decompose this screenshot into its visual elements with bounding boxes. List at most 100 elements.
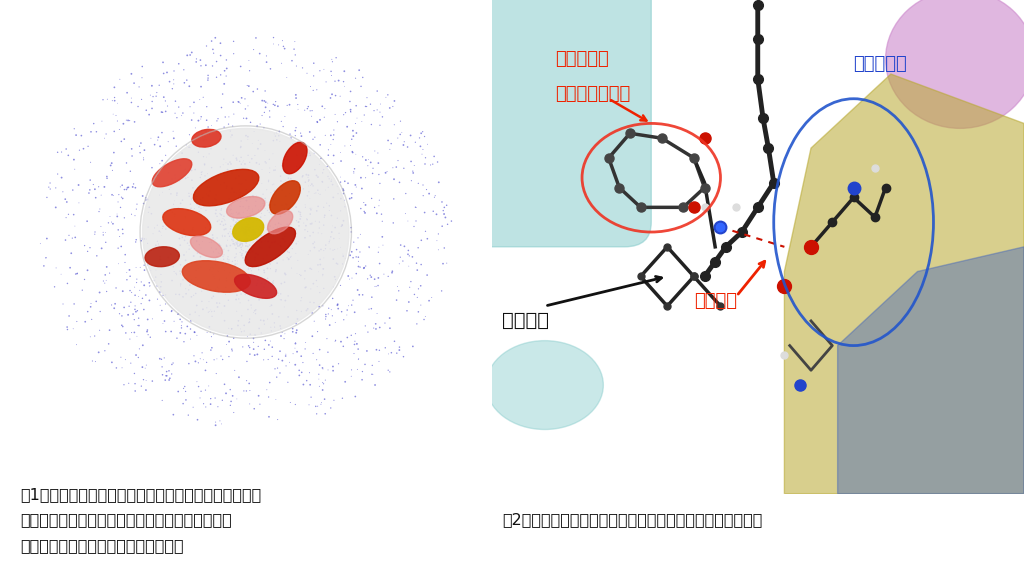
Point [134, 62, 151, 71]
Point [262, 222, 279, 231]
Point [193, 173, 209, 182]
Point [167, 109, 183, 118]
Text: 人工物質: 人工物質 [502, 311, 549, 330]
Point [222, 265, 239, 274]
Point [329, 214, 345, 223]
Point [237, 94, 253, 103]
Point [206, 329, 222, 338]
Point [272, 289, 289, 298]
Point [322, 237, 338, 246]
Point [241, 223, 257, 232]
Point [276, 269, 293, 278]
Point [300, 181, 316, 190]
Point [311, 66, 328, 75]
Point [222, 224, 239, 233]
Point [281, 255, 297, 264]
Point [234, 223, 251, 232]
Point [240, 332, 256, 341]
Point [315, 246, 332, 255]
Point [83, 302, 99, 311]
Point [238, 230, 254, 239]
Point [289, 151, 305, 160]
Point [430, 229, 446, 238]
Point [229, 233, 246, 242]
Point [236, 327, 252, 335]
Point [229, 321, 246, 330]
Point [112, 125, 128, 134]
Point [238, 219, 254, 228]
Point [413, 260, 429, 269]
Point [242, 214, 258, 223]
Point [274, 249, 291, 258]
Point [244, 206, 260, 215]
Point [257, 211, 273, 220]
Point [136, 281, 153, 290]
Point [335, 252, 351, 261]
Point [53, 270, 70, 279]
Point [218, 72, 234, 81]
Point [100, 339, 117, 348]
Point [336, 189, 352, 198]
Point [275, 206, 292, 215]
Point [326, 151, 342, 160]
Point [429, 158, 445, 167]
Point [311, 218, 328, 227]
Point [413, 142, 429, 151]
Point [230, 209, 247, 218]
Point [297, 233, 313, 242]
Point [304, 204, 321, 213]
Point [169, 191, 185, 200]
Point [347, 392, 364, 401]
Point [259, 198, 275, 207]
Point [347, 329, 364, 338]
Point [219, 255, 236, 264]
Point [182, 50, 199, 59]
Point [204, 332, 220, 341]
Point [257, 86, 273, 95]
Point [353, 82, 370, 91]
Point [143, 81, 160, 90]
Point [283, 220, 299, 229]
Point [258, 52, 274, 61]
Point [249, 350, 265, 359]
Point [211, 275, 227, 284]
Point [348, 245, 365, 254]
Point [262, 264, 279, 273]
Point [239, 196, 255, 205]
Point [299, 69, 315, 78]
Point [68, 269, 84, 278]
Point [367, 275, 383, 284]
Point [347, 337, 364, 346]
Point [239, 223, 255, 232]
Point [218, 56, 234, 65]
Point [322, 320, 338, 329]
Point [348, 128, 365, 137]
Point [279, 155, 295, 164]
Point [386, 96, 402, 105]
Point [355, 264, 372, 273]
Point [88, 127, 104, 136]
Point [371, 243, 387, 252]
Point [231, 227, 248, 236]
Point [239, 81, 255, 90]
Point [237, 216, 253, 225]
Point [391, 346, 408, 355]
Point [212, 220, 228, 229]
Point [297, 226, 313, 234]
Point [110, 243, 126, 252]
Point [216, 250, 232, 259]
Point [292, 183, 308, 192]
Point [274, 177, 291, 186]
Point [193, 243, 209, 252]
Point [59, 325, 76, 334]
Point [272, 332, 289, 341]
Point [327, 245, 343, 254]
Point [249, 279, 265, 288]
Point [221, 232, 238, 241]
Point [282, 100, 298, 109]
Point [201, 381, 217, 390]
Point [232, 270, 249, 279]
Point [298, 283, 314, 292]
Point [110, 197, 126, 206]
Point [298, 306, 314, 315]
